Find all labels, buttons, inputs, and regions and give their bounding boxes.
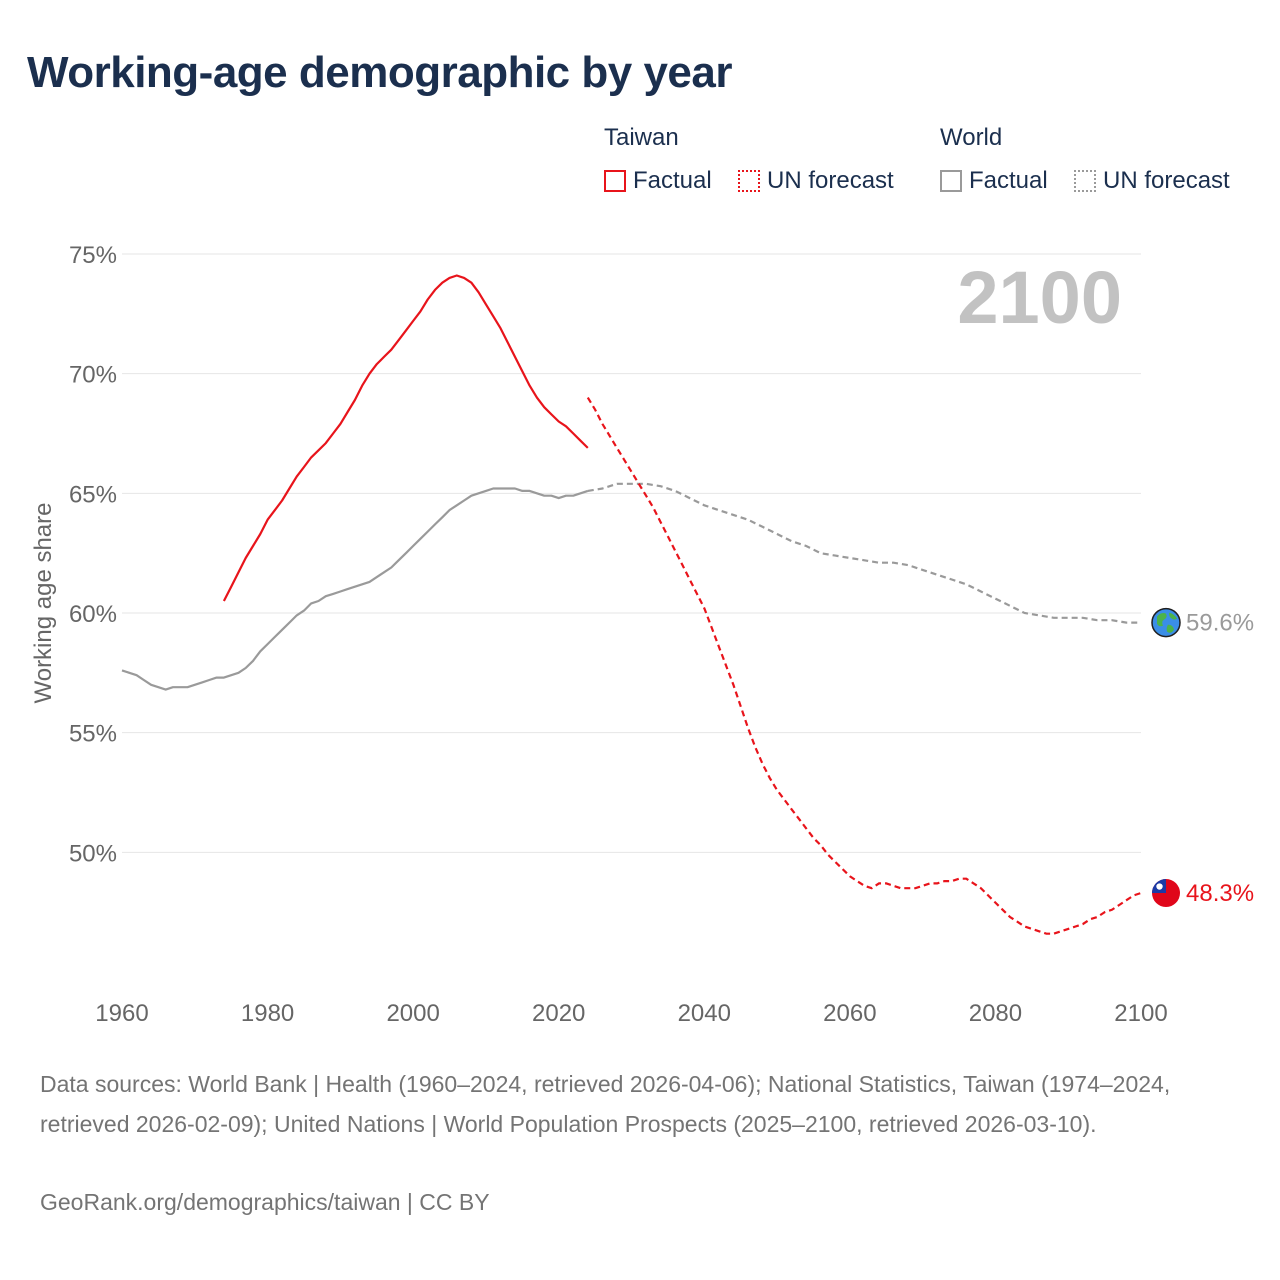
y-tick-label: 65% xyxy=(69,481,117,508)
x-tick-label: 2000 xyxy=(386,1000,439,1027)
data-sources: Data sources: World Bank | Health (1960–… xyxy=(40,1071,1171,1137)
taiwan-end-label: 48.3% xyxy=(1186,880,1254,907)
legend-taiwan-forecast[interactable]: UN forecast xyxy=(738,166,894,196)
y-tick-label: 75% xyxy=(69,242,117,269)
legend-taiwan-title: Taiwan xyxy=(604,124,679,151)
y-tick-label: 55% xyxy=(69,721,117,748)
line-chart: 50% 55% 60% 65% 70% 75% 1960 1980 2000 2020 2040 2… xyxy=(30,242,1254,1027)
x-tick-label: 2040 xyxy=(678,1000,731,1027)
globe-icon xyxy=(1151,607,1181,638)
legend-label: Factual xyxy=(969,167,1048,194)
year-watermark: 2100 xyxy=(957,256,1122,339)
legend-taiwan-factual[interactable]: Factual xyxy=(604,166,712,196)
chart-title: Working-age demographic by year xyxy=(27,48,732,97)
x-tick-label: 1960 xyxy=(95,1000,148,1027)
world-end-label: 59.6% xyxy=(1186,610,1254,637)
legend-world-title: World xyxy=(940,124,1003,151)
x-tick-label: 2100 xyxy=(1114,1000,1167,1027)
gridlines xyxy=(122,253,1141,853)
series-end-markers: 48.3% 59.6% xyxy=(1151,607,1254,908)
x-tick-label: 1980 xyxy=(241,1000,294,1027)
legend-world-factual[interactable]: Factual xyxy=(940,166,1048,196)
series-lines xyxy=(121,274,1142,935)
x-tick-label: 2080 xyxy=(969,1000,1022,1027)
legend-swatch-solid-gray xyxy=(940,170,962,192)
world-forecast-line xyxy=(587,482,1141,624)
legend-label: UN forecast xyxy=(767,167,894,194)
taiwan-factual-line xyxy=(222,274,589,602)
legend-swatch-dotted-gray xyxy=(1074,170,1096,192)
y-tick-label: 60% xyxy=(69,601,117,628)
y-tick-label: 70% xyxy=(69,362,117,389)
x-tick-label: 2060 xyxy=(823,1000,876,1027)
x-tick-label: 2020 xyxy=(532,1000,585,1027)
y-axis-ticks: 50% 55% 60% 65% 70% 75% xyxy=(69,242,117,867)
legend-swatch-solid-red xyxy=(604,170,626,192)
legend-world-forecast[interactable]: UN forecast xyxy=(1074,166,1230,196)
world-factual-line xyxy=(121,487,589,691)
legend-swatch-dotted-red xyxy=(738,170,760,192)
x-axis-ticks: 1960 1980 2000 2020 2040 2060 2080 2100 xyxy=(95,1000,1167,1027)
taiwan-flag-icon xyxy=(1152,879,1180,908)
taiwan-forecast-line xyxy=(586,397,1142,935)
legend-label: UN forecast xyxy=(1103,167,1230,194)
y-tick-label: 50% xyxy=(69,840,117,867)
credit-link[interactable]: GeoRank.org/demographics/taiwan | CC BY xyxy=(40,1189,490,1215)
y-axis-label: Working age share xyxy=(30,503,57,704)
legend-label: Factual xyxy=(633,167,712,194)
